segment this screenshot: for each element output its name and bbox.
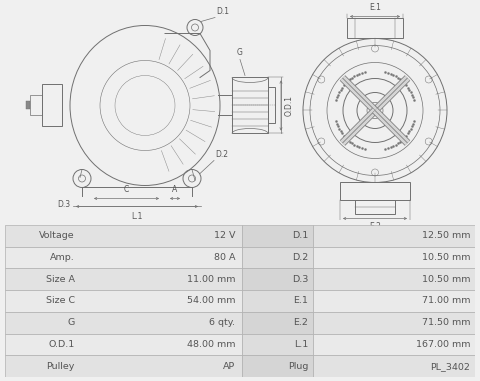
Text: D.1: D.1: [216, 8, 229, 16]
Text: D.3: D.3: [58, 200, 71, 210]
Text: E.2: E.2: [293, 318, 308, 327]
Text: Size C: Size C: [46, 296, 75, 306]
Text: O.D.1: O.D.1: [48, 340, 75, 349]
Bar: [242, 247, 313, 268]
Text: 12.50 mm: 12.50 mm: [422, 231, 470, 240]
Text: 48.00 mm: 48.00 mm: [187, 340, 235, 349]
Text: E.2: E.2: [369, 223, 381, 232]
Text: Plug: Plug: [288, 362, 308, 371]
Text: PL_3402: PL_3402: [431, 362, 470, 371]
Bar: [313, 290, 475, 312]
Bar: [347, 19, 403, 38]
Text: G: G: [67, 318, 75, 327]
Text: D.2: D.2: [292, 253, 308, 262]
Text: 10.50 mm: 10.50 mm: [422, 275, 470, 284]
Text: 10.50 mm: 10.50 mm: [422, 253, 470, 262]
Text: 54.00 mm: 54.00 mm: [187, 296, 235, 306]
Text: C: C: [124, 186, 129, 194]
Text: Amp.: Amp.: [50, 253, 75, 262]
Bar: [313, 355, 475, 377]
Bar: [242, 355, 313, 377]
Bar: [242, 225, 313, 247]
Text: 71.00 mm: 71.00 mm: [422, 296, 470, 306]
Bar: [5, 334, 242, 355]
Bar: [242, 334, 313, 355]
Text: Size A: Size A: [46, 275, 75, 284]
Bar: [232, 77, 268, 133]
Text: O.D.1: O.D.1: [285, 95, 294, 116]
Bar: [5, 312, 242, 334]
Text: Pulley: Pulley: [46, 362, 75, 371]
Text: G: G: [237, 48, 243, 58]
Text: E.1: E.1: [293, 296, 308, 306]
Bar: [340, 182, 410, 200]
Text: 167.00 mm: 167.00 mm: [416, 340, 470, 349]
Text: 6 qty.: 6 qty.: [209, 318, 235, 327]
Text: D.1: D.1: [292, 231, 308, 240]
Text: 71.50 mm: 71.50 mm: [422, 318, 470, 327]
Text: AP: AP: [223, 362, 235, 371]
Text: A: A: [172, 186, 178, 194]
Circle shape: [343, 78, 407, 142]
Bar: [5, 225, 242, 247]
Bar: [26, 101, 30, 109]
Bar: [42, 85, 62, 126]
Bar: [268, 88, 275, 123]
Text: E.1: E.1: [369, 3, 381, 13]
Bar: [242, 312, 313, 334]
Text: 11.00 mm: 11.00 mm: [187, 275, 235, 284]
Bar: [5, 268, 242, 290]
Text: D.2: D.2: [215, 150, 228, 160]
Bar: [242, 268, 313, 290]
Text: L.1: L.1: [294, 340, 308, 349]
Bar: [355, 200, 395, 215]
Bar: [30, 96, 42, 115]
Text: Voltage: Voltage: [39, 231, 75, 240]
Text: L.1: L.1: [132, 213, 143, 221]
Bar: [313, 312, 475, 334]
Bar: [313, 334, 475, 355]
Bar: [5, 355, 242, 377]
Text: 12 V: 12 V: [214, 231, 235, 240]
Bar: [313, 247, 475, 268]
Bar: [313, 225, 475, 247]
Text: D.3: D.3: [292, 275, 308, 284]
Bar: [5, 290, 242, 312]
Bar: [242, 290, 313, 312]
Text: 80 A: 80 A: [214, 253, 235, 262]
Bar: [5, 247, 242, 268]
Bar: [313, 268, 475, 290]
